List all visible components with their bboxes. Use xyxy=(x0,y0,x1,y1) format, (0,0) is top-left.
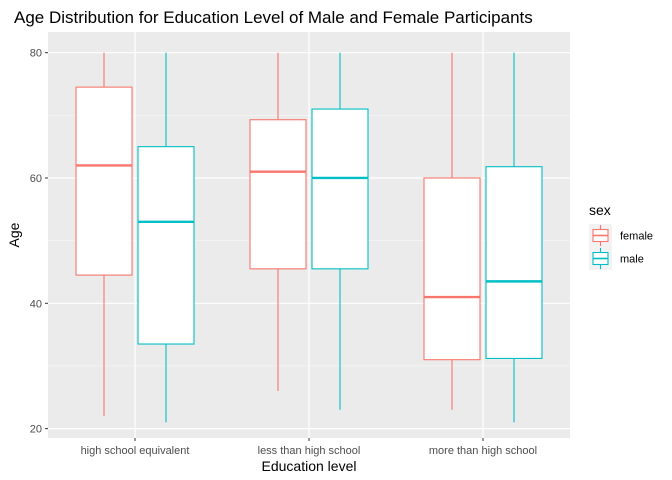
box-female-2 xyxy=(423,52,481,410)
x-tick-label: high school equivalent xyxy=(81,445,190,457)
grid-lines xyxy=(48,32,570,438)
box-body xyxy=(423,177,481,361)
box-body xyxy=(485,166,543,359)
x-tick-label: less than high school xyxy=(258,445,361,457)
box-body xyxy=(311,108,369,270)
legend-label: female xyxy=(620,231,653,243)
legend-item-female: female xyxy=(589,224,653,247)
box-body xyxy=(249,119,307,270)
box-female-0 xyxy=(75,52,133,417)
legend-title: sex xyxy=(589,202,611,218)
box-male-2 xyxy=(485,52,543,423)
box-body xyxy=(137,146,195,345)
x-axis-title: Education level xyxy=(262,458,357,474)
y-tick-label: 80 xyxy=(30,48,42,60)
box-female-1 xyxy=(249,52,307,392)
y-axis-title: Age xyxy=(6,222,22,247)
box-male-0 xyxy=(137,52,195,423)
box-male-1 xyxy=(311,52,369,410)
x-tick-label: more than high school xyxy=(429,445,537,457)
legend-item-male: male xyxy=(589,247,644,270)
chart-title: Age Distribution for Education Level of … xyxy=(14,8,533,27)
boxes-layer xyxy=(75,52,543,423)
legend: sex female male xyxy=(589,202,653,270)
y-tick-label: 20 xyxy=(30,424,42,436)
y-tick-label: 40 xyxy=(30,298,42,310)
y-tick-label: 60 xyxy=(30,173,42,185)
axes-layer: 20 40 60 80 high school equivalent less than … xyxy=(30,48,537,457)
box-body xyxy=(75,86,133,276)
legend-label: male xyxy=(620,254,644,266)
